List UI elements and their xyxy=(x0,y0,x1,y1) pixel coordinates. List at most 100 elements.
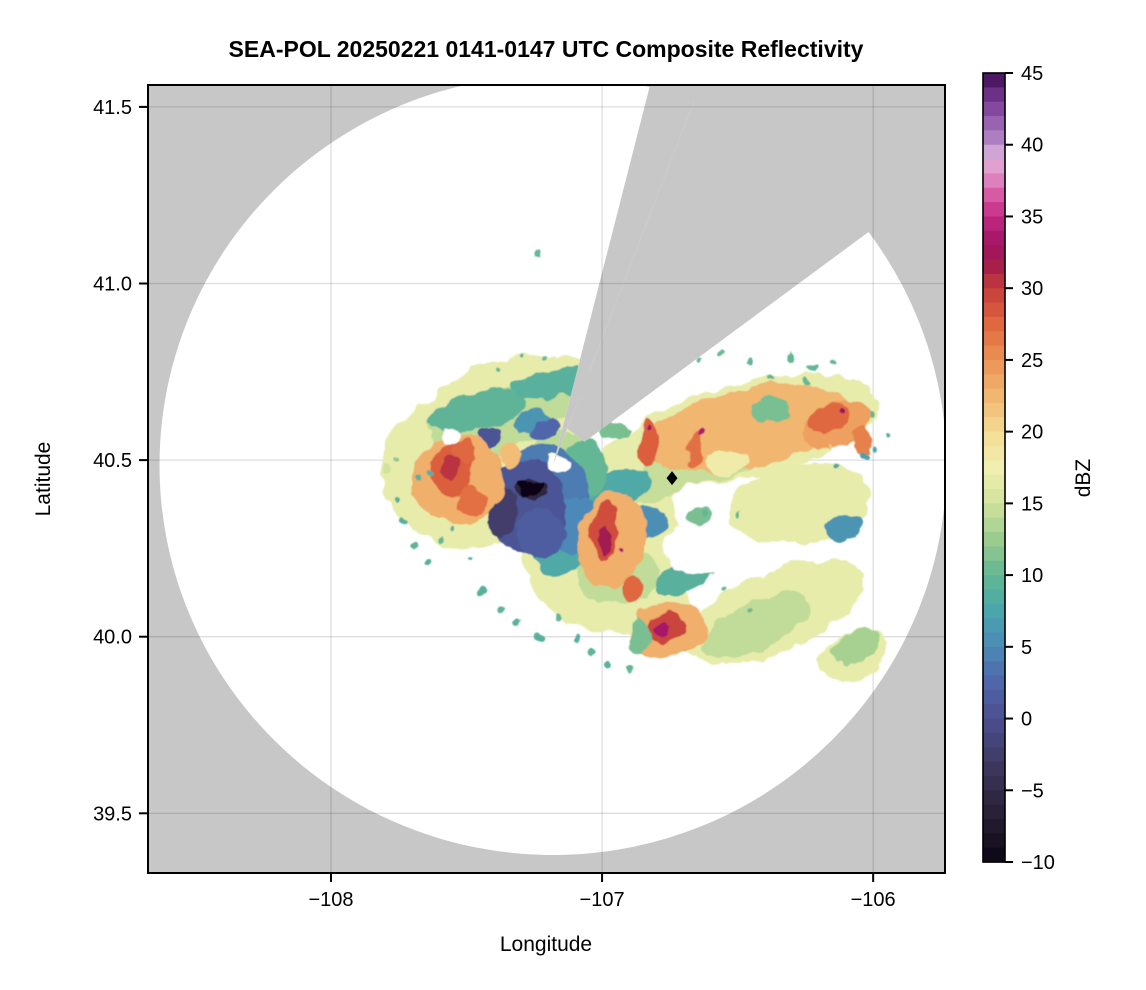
colorbar-swatch xyxy=(983,374,1005,390)
reflectivity-field xyxy=(381,251,888,681)
colorbar-swatch xyxy=(983,259,1005,275)
colorbar-swatch xyxy=(983,474,1005,490)
x-axis-label: Longitude xyxy=(500,933,592,956)
echo-blob xyxy=(701,509,709,517)
colorbar-tick-label: 5 xyxy=(1021,637,1032,659)
echo-blob xyxy=(440,536,446,542)
echo-blob xyxy=(498,442,522,469)
echo-blob xyxy=(625,665,631,671)
echo-blob xyxy=(749,604,755,610)
echo-blob xyxy=(383,462,393,472)
colorbar-swatch xyxy=(983,345,1005,361)
colorbar-frame xyxy=(982,72,1006,863)
colorbar-swatch xyxy=(983,359,1005,375)
colorbar-swatch xyxy=(983,130,1005,146)
colorbar-swatch xyxy=(983,560,1005,576)
colorbar-swatch xyxy=(983,833,1005,849)
y-axis-label: Latitude xyxy=(32,442,55,517)
echo-blob xyxy=(808,365,816,373)
echo-blob xyxy=(518,356,524,362)
echo-blob xyxy=(703,450,748,473)
echo-blob xyxy=(457,484,487,516)
echo-blob xyxy=(596,421,629,442)
echo-blob xyxy=(572,636,580,644)
x-tick-label: −108 xyxy=(308,889,353,911)
echo-blob xyxy=(697,356,703,362)
colorbar-swatch xyxy=(983,589,1005,605)
echo-blob xyxy=(686,429,702,470)
echo-blob xyxy=(588,648,596,656)
colorbar-tick-label: 15 xyxy=(1021,493,1043,515)
colorbar-swatch xyxy=(983,632,1005,648)
x-tick-label: −107 xyxy=(580,889,625,911)
colorbar-swatch xyxy=(983,704,1005,720)
echo-blob xyxy=(398,516,406,524)
echo-blob xyxy=(744,357,752,365)
echo-blob xyxy=(606,352,614,360)
colorbar-tick-label: 0 xyxy=(1021,709,1032,731)
echo-blob xyxy=(497,365,503,371)
echo-blob xyxy=(867,412,873,419)
echo-blob xyxy=(700,591,811,659)
echo-blob xyxy=(627,620,651,652)
echo-blob xyxy=(542,353,548,359)
colorbar-swatch xyxy=(983,302,1005,318)
echo-blob xyxy=(802,378,808,384)
colorbar-swatch xyxy=(983,775,1005,791)
colorbar-swatch xyxy=(983,144,1005,160)
colorbar-swatch xyxy=(983,761,1005,777)
echo-blob xyxy=(515,509,565,558)
echo-blob xyxy=(546,455,571,470)
colorbar-swatch xyxy=(983,675,1005,691)
colorbar-swatch xyxy=(983,431,1005,447)
echo-blob xyxy=(769,377,775,383)
echo-blob xyxy=(425,557,433,565)
echo-blob xyxy=(752,396,792,424)
colorbar-tick-label: 35 xyxy=(1021,206,1043,228)
colorbar-swatch xyxy=(983,173,1005,189)
echo-blob xyxy=(519,490,532,501)
colorbar-swatch xyxy=(983,747,1005,763)
colorbar-swatch xyxy=(983,732,1005,748)
echo-blob xyxy=(441,457,459,478)
colorbar-swatch xyxy=(983,460,1005,476)
colorbar-swatch xyxy=(983,288,1005,304)
echo-blob xyxy=(882,429,888,435)
colorbar-tick-label: 10 xyxy=(1021,565,1043,587)
echo-blob xyxy=(467,557,473,563)
echo-blob xyxy=(664,522,732,576)
colorbar-tick-label: 40 xyxy=(1021,135,1043,157)
colorbar-swatch xyxy=(983,575,1005,591)
colorbar-swatch xyxy=(983,202,1005,218)
colorbar-swatch xyxy=(983,73,1005,88)
blocked-sector-wedge xyxy=(567,85,945,442)
colorbar-swatch xyxy=(983,790,1005,806)
colorbar-tick-label: 45 xyxy=(1021,63,1043,85)
colorbar-swatch xyxy=(983,489,1005,504)
colorbar-swatch xyxy=(983,116,1005,131)
field-overlays xyxy=(666,471,678,486)
colorbar-tick-label: 25 xyxy=(1021,350,1043,372)
colorbar-tick-label: 20 xyxy=(1021,422,1043,444)
echo-blob xyxy=(452,525,458,531)
colorbar-swatch xyxy=(983,230,1005,246)
colorbar-swatch xyxy=(983,847,1005,863)
colorbar-swatch xyxy=(983,618,1005,634)
y-tick-label: 41.0 xyxy=(93,274,132,296)
colorbar-tick-label: 30 xyxy=(1021,278,1043,300)
colorbar-swatch xyxy=(983,661,1005,677)
echo-blob xyxy=(597,525,612,555)
x-tick-label: −106 xyxy=(851,889,896,911)
echo-blob xyxy=(830,359,836,365)
echo-blob xyxy=(519,478,528,486)
echo-blob xyxy=(532,480,545,491)
colorbar-swatch xyxy=(983,532,1005,547)
echo-blob xyxy=(476,428,502,448)
echo-blob xyxy=(426,391,529,433)
echo-blob xyxy=(720,351,726,357)
plot-title: SEA-POL 20250221 0141-0147 UTC Composite… xyxy=(229,36,864,62)
colorbar-swatch xyxy=(983,517,1005,533)
echo-blob xyxy=(409,543,417,551)
